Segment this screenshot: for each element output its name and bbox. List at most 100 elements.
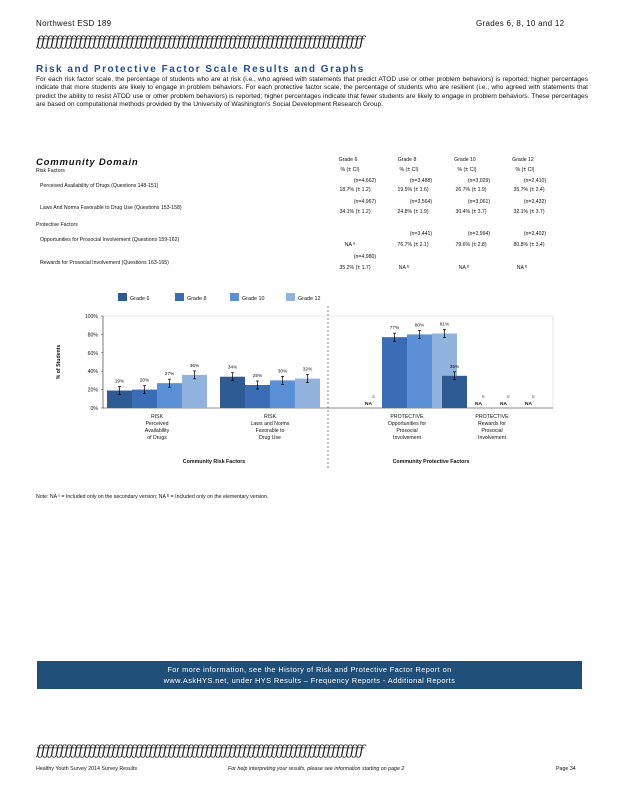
row-label-opportunities: Opportunities for Prosocial Involvement … [40,237,180,243]
data-label-g3-s4: 81% [440,321,450,327]
row2-v-10: 30.4% (± 3.7) [455,209,487,215]
data-label-g2-s3: 30% [278,368,288,374]
section-title: Risk and Protective Factor Scale Results… [36,64,365,75]
row3-v-12: 80.8% (± 3.4) [513,242,545,248]
info-banner: For more information, see the History of… [37,661,582,689]
data-label-g3-s3: 80% [415,322,425,328]
chart-bars [107,329,467,408]
bar-g4-s1 [442,375,467,408]
y-tick-80: 80% [88,332,99,338]
data-label-g1-s4: 36% [190,363,200,369]
y-tick-60: 60% [88,351,99,357]
bar-g1-s2 [132,389,157,408]
row1-n-12: (n=2,410) [523,178,547,184]
chart-labels: 19% 20% 27% 36% RISK PerceivedAvailabilityof … [115,321,536,465]
na-sup-g4-s3: E [507,395,510,399]
na-label-g4-s2: NA [475,401,482,407]
category-label-g2-l1: RISK [264,414,277,420]
footer-divider: ƒƒƒƒƒƒƒƒƒƒƒƒƒƒƒƒƒƒƒƒƒƒƒƒƒƒƒƒƒƒƒƒƒƒƒƒƒƒƒƒ… [36,743,364,759]
legend-label-4: Grade 12 [298,296,320,302]
col-grade-6: Grade 6 [338,157,358,163]
risk-factors-header: Risk Factors [36,168,65,174]
bar-g2-s1 [220,376,245,408]
row1-n-6: (n=4,662) [353,178,377,184]
row4-v-8: NA ᴱ [398,265,410,271]
row2-n-8: (n=3,564) [409,199,433,205]
legend-swatch-3 [230,293,239,301]
data-label-g2-s4: 32% [303,367,313,373]
category-label-g2-l2: Laws and Norms [251,421,290,427]
footer-left: Healthy Youth Survey 2014 Survey Results [36,766,137,772]
row3-v-6: NA ⁸ [344,242,356,248]
row-label-laws-norms: Laws And Norms Favorable to Drug Use (Qu… [40,205,182,211]
footer-middle[interactable]: For help interpreting your results, plea… [228,766,405,772]
category-label-g1-l3: Availability [145,428,170,434]
row3-n-10: (n=2,994) [467,231,491,237]
section-label-protective: Community Protective Factors [393,459,470,465]
row3-n-12: (n=2,402) [523,231,547,237]
na-sup-g3-s1: S [372,395,375,399]
row1-v-10: 26.7% (± 1.9) [455,187,487,193]
report-grades: Grades 6, 8, 10 and 12 [476,19,565,28]
bar-g2-s2 [245,385,270,408]
row3-v-8: 76.7% (± 2.1) [397,242,429,248]
row4-v-12: NA ᴱ [516,265,528,271]
bar-g1-s4 [182,374,207,408]
col-metric-10: % (± CI) [457,167,477,173]
row4-n-6: (n=4,980) [353,254,377,260]
data-label-g1-s2: 20% [140,378,150,384]
banner-line-2[interactable]: www.AskHYS.net, under HYS Results – Freq… [163,676,456,685]
category-label-g3-l1: PROTECTIVE [390,414,424,420]
category-label-g3-l2: Opportunities for [388,421,427,427]
col-metric-8: % (± CI) [399,167,419,173]
category-label-g1-l2: Perceived [145,421,168,427]
data-label-g2-s2: 25% [253,373,263,379]
bar-g2-s4 [295,378,320,408]
bar-g3-s2 [382,337,407,408]
row3-n-8: (n=3,441) [409,231,433,237]
footer-page-number: Page 34 [556,766,576,772]
row1-v-12: 35.7% (± 2.4) [513,187,545,193]
chart-note: Note: NA ˢ = Included only on the second… [36,494,269,500]
row1-v-8: 19.5% (± 1.6) [397,187,429,193]
category-label-g3-l3: Prosocial [396,428,417,434]
category-label-g4-l4: Involvement [478,435,507,441]
legend-label-3: Grade 10 [242,296,264,302]
na-sup-g4-s4: E [532,395,535,399]
col-grade-12: Grade 12 [512,157,534,163]
row4-v-6: 35.2% (± 1.7) [339,265,371,271]
legend-label-1: Grade 6 [130,296,149,302]
section-label-risk: Community Risk Factors [183,459,245,465]
legend-swatch-4 [286,293,295,301]
row-label-rewards: Rewards for Prosocial Involvement (Quest… [40,260,169,266]
protective-factors-header: Protective Factors [36,222,78,228]
legend-swatch-1 [118,293,127,301]
col-grade-10: Grade 10 [454,157,476,163]
row2-v-6: 34.1% (± 1.2) [339,209,371,215]
data-label-g1-s1: 19% [115,379,125,385]
category-label-g4-l3: Prosocial [481,428,502,434]
category-label-g4-l1: PROTECTIVE [475,414,509,420]
y-tick-0: 0% [91,406,99,412]
row4-v-10: NA ᴱ [458,265,470,271]
row2-n-12: (n=2,432) [523,199,547,205]
na-label-g3-s1: NA [365,401,372,407]
legend-label-2: Grade 8 [187,296,206,302]
category-label-g1-l4: of Drugs [147,435,167,441]
legend-swatch-2 [175,293,184,301]
domain-title: Community Domain [36,157,139,168]
row1-n-10: (n=3,029) [467,178,491,184]
data-label-g4-s1: 35% [450,364,460,370]
row2-n-10: (n=3,061) [467,199,491,205]
report-region: Northwest ESD 189 [36,19,112,28]
row2-v-12: 32.1% (± 3.7) [513,209,545,215]
bar-g3-s3 [407,334,432,408]
na-sup-g4-s2: E [482,395,485,399]
banner-line-1: For more information, see the History of… [167,665,452,674]
category-label-g3-l4: Involvement [393,435,422,441]
data-label-g1-s3: 27% [165,371,175,377]
y-axis-label: % of Students [56,345,62,380]
category-label-g2-l4: Drug Use [259,435,281,441]
row1-v-6: 18.7% (± 1.2) [339,187,371,193]
bar-g2-s3 [270,380,295,408]
